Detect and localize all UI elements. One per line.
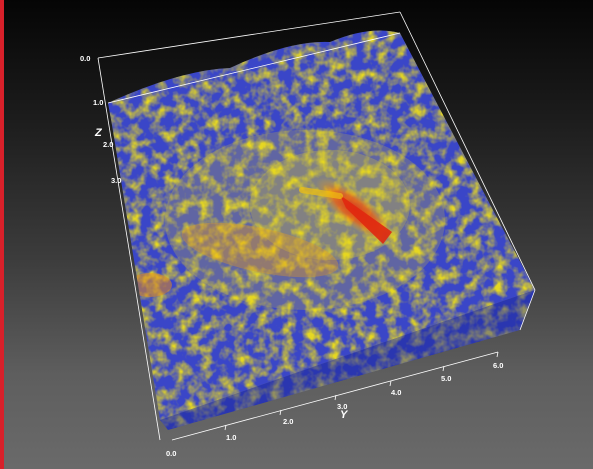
hotspot-region (299, 177, 395, 244)
y-tick-3: 3.0 (337, 402, 347, 411)
y-tick-2: 2.0 (283, 417, 293, 426)
y-axis: 0.0 1.0 2.0 3.0 4.0 5.0 6.0 Y (166, 351, 503, 458)
z-axis-label: Z (94, 127, 103, 139)
z-tick-2: 2.0 (103, 140, 113, 149)
y-tick-6: 6.0 (493, 361, 503, 370)
volume-side-face (160, 290, 535, 430)
z-axis: 0.0 1.0 2.0 3.0 Z (80, 54, 121, 185)
y-tick-1: 1.0 (226, 433, 236, 442)
y-axis-label: Y (340, 409, 349, 421)
accent-bar (0, 0, 4, 469)
bounding-box (97, 11, 536, 441)
z-tick-0: 0.0 (80, 54, 90, 63)
y-tick-4: 4.0 (391, 388, 401, 397)
z-tick-3: 3.0 (111, 176, 121, 185)
y-tick-0: 0.0 (166, 449, 176, 458)
y-tick-5: 5.0 (441, 374, 451, 383)
z-tick-1: 1.0 (93, 98, 103, 107)
